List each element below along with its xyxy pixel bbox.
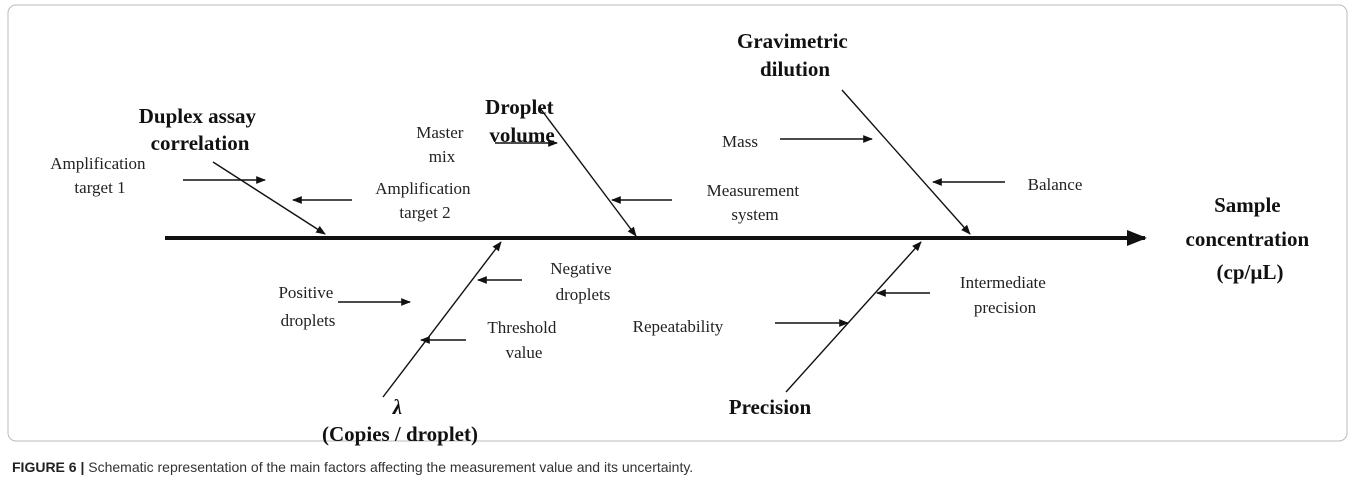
category-label: Duplex assay correlation (139, 104, 262, 155)
cause: Negative droplets (550, 259, 616, 304)
caption: FIGURE 6 | Schematic representation of t… (12, 459, 693, 475)
cause: Mass (722, 132, 758, 151)
cause: Balance (1028, 175, 1083, 194)
caption-label: FIGURE 6 | (12, 459, 85, 475)
cause: Master mix (416, 123, 467, 166)
frame (7, 4, 1348, 442)
cause: Amplification target 1 (50, 154, 150, 197)
cause: Threshold value (487, 318, 560, 362)
cause: Amplification target 2 (375, 179, 475, 222)
caption-text: Schematic representation of the main fac… (88, 459, 694, 475)
fishbone-diagram: Sample concentration (cp/µL) Duplex assa… (7, 4, 1348, 446)
category-label: λ (Copies / droplet) (322, 395, 478, 446)
category-label: Gravimetric dilution (737, 29, 853, 81)
branch (539, 107, 637, 237)
category-label: Precision (729, 395, 812, 419)
branch (212, 161, 326, 235)
cause: Repeatability (633, 317, 724, 336)
branch (785, 241, 922, 393)
branch (382, 241, 502, 398)
cause: Positive droplets (278, 283, 337, 330)
category-label: Droplet volume (485, 95, 559, 147)
branch (841, 89, 971, 235)
effect-label: Sample concentration (cp/µL) (1186, 193, 1315, 284)
cause: Measurement system (707, 181, 804, 224)
cause: Intermediate precision (960, 273, 1050, 317)
